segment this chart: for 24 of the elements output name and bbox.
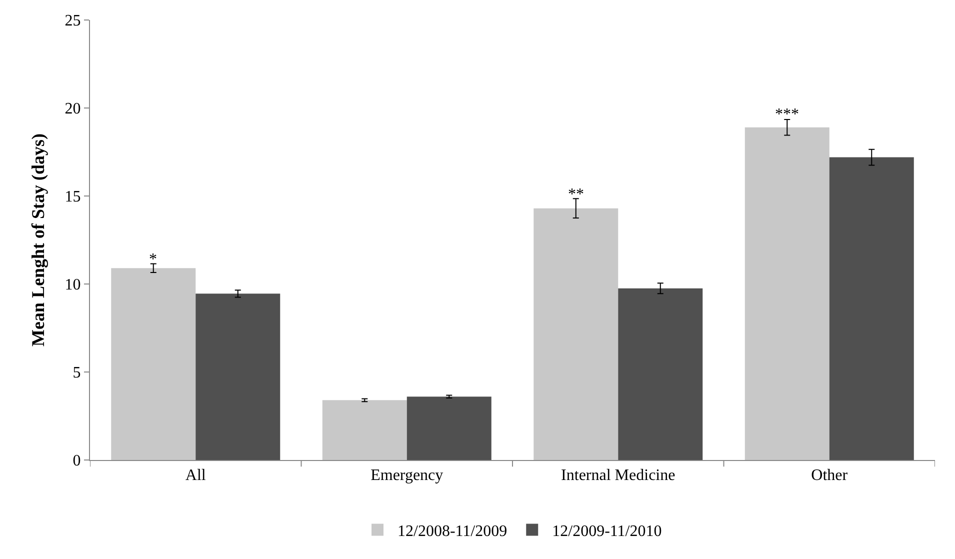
bar (534, 208, 618, 460)
y-tick-label: 15 (64, 188, 81, 206)
bar (744, 127, 830, 460)
legend-label: 12/2008-11/2009 (398, 522, 508, 540)
y-tick-label: 10 (64, 276, 81, 294)
x-tick-label: Other (811, 467, 848, 484)
annotation: *** (775, 106, 799, 123)
bar (196, 294, 280, 460)
y-tick-label: 5 (72, 364, 81, 382)
bar (618, 288, 703, 460)
y-tick-label: 25 (64, 12, 81, 30)
y-tick-label: 20 (64, 100, 81, 118)
y-axis-title: Mean Lenght of Stay (days) (28, 133, 48, 347)
annotation: * (149, 251, 157, 268)
bar (111, 268, 196, 460)
bar (406, 396, 492, 460)
x-tick-label: All (185, 467, 206, 484)
bar (829, 157, 914, 460)
y-tick-label: 0 (72, 452, 81, 470)
x-tick-label: Internal Medicine (561, 467, 676, 484)
x-tick-label: Emergency (370, 467, 444, 484)
annotation: ** (568, 186, 584, 203)
legend-label: 12/2009-11/2010 (552, 522, 662, 540)
bar (322, 400, 407, 460)
